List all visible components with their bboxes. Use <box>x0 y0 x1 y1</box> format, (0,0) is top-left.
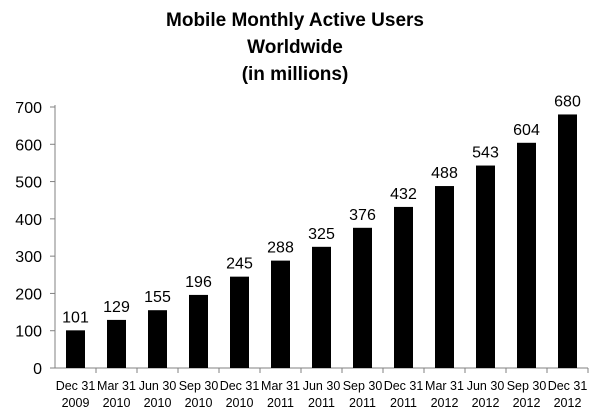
x-tick-label-line-1: Sep 30 <box>507 379 547 393</box>
x-tick-label-line-2: 2010 <box>226 396 254 410</box>
chart-title-line-2: Worldwide <box>247 37 343 58</box>
y-tick-label: 0 <box>33 361 42 378</box>
x-tick-label-line-1: Jun 30 <box>139 379 177 393</box>
chart-title-line-3: (in millions) <box>241 64 349 85</box>
bar <box>517 142 536 368</box>
bar <box>312 246 331 368</box>
x-tick-label-line-2: 2011 <box>390 396 417 410</box>
x-tick-label-line-2: 2011 <box>267 396 294 410</box>
x-tick-label-line-1: Jun 30 <box>467 379 505 393</box>
bar <box>107 319 126 368</box>
x-tick-label-line-1: Dec 31 <box>548 379 588 393</box>
y-tick-label: 100 <box>15 324 42 341</box>
x-tick-label-line-1: Mar 31 <box>425 379 464 393</box>
x-tick-label-line-1: Dec 31 <box>220 379 260 393</box>
data-label: 325 <box>308 226 335 243</box>
bar <box>148 310 167 368</box>
data-label: 245 <box>226 256 253 273</box>
y-tick-label: 600 <box>15 137 42 154</box>
data-label: 488 <box>431 165 458 182</box>
x-tick-label-line-2: 2011 <box>308 396 335 410</box>
y-tick-label: 200 <box>15 286 42 303</box>
bar <box>230 276 249 368</box>
bar <box>435 186 454 368</box>
y-tick-label: 400 <box>15 212 42 229</box>
y-tick-label: 300 <box>15 249 42 266</box>
y-tick-label: 700 <box>15 100 42 117</box>
x-tick-label-line-1: Dec 31 <box>56 379 96 393</box>
data-label: 196 <box>185 274 212 291</box>
bar <box>66 330 85 368</box>
bar <box>558 114 577 368</box>
x-tick-label-line-2: 2012 <box>431 396 459 410</box>
data-label: 543 <box>472 145 499 162</box>
x-tick-label-line-1: Dec 31 <box>384 379 424 393</box>
x-tick-label-line-2: 2012 <box>472 396 500 410</box>
chart-title-line-1: Mobile Monthly Active Users <box>166 10 424 31</box>
data-label: 155 <box>144 289 171 306</box>
x-tick-label-line-2: 2010 <box>185 396 213 410</box>
bar <box>271 260 290 368</box>
x-tick-label-line-2: 2010 <box>103 396 131 410</box>
data-label: 129 <box>103 299 130 316</box>
y-tick-label: 500 <box>15 175 42 192</box>
bar <box>476 165 495 368</box>
data-label: 288 <box>267 240 294 257</box>
x-tick-label-line-1: Sep 30 <box>179 379 219 393</box>
bar <box>353 227 372 368</box>
x-tick-label-line-2: 2012 <box>554 396 582 410</box>
x-tick-label-line-1: Sep 30 <box>343 379 383 393</box>
x-tick-label-line-2: 2009 <box>62 396 90 410</box>
data-label: 101 <box>62 309 89 326</box>
data-label: 432 <box>390 186 417 203</box>
x-tick-label-line-1: Mar 31 <box>97 379 136 393</box>
data-label: 604 <box>513 122 540 139</box>
x-tick-label-line-1: Jun 30 <box>303 379 341 393</box>
x-tick-label-line-1: Mar 31 <box>261 379 300 393</box>
bar <box>189 294 208 368</box>
x-tick-label-line-2: 2012 <box>513 396 541 410</box>
x-tick-label-line-2: 2010 <box>144 396 172 410</box>
bar <box>394 206 413 368</box>
x-tick-label-line-2: 2011 <box>349 396 376 410</box>
data-label: 376 <box>349 207 376 224</box>
data-label: 680 <box>554 93 581 110</box>
